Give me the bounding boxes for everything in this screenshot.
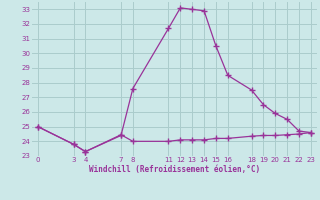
X-axis label: Windchill (Refroidissement éolien,°C): Windchill (Refroidissement éolien,°C)	[89, 165, 260, 174]
